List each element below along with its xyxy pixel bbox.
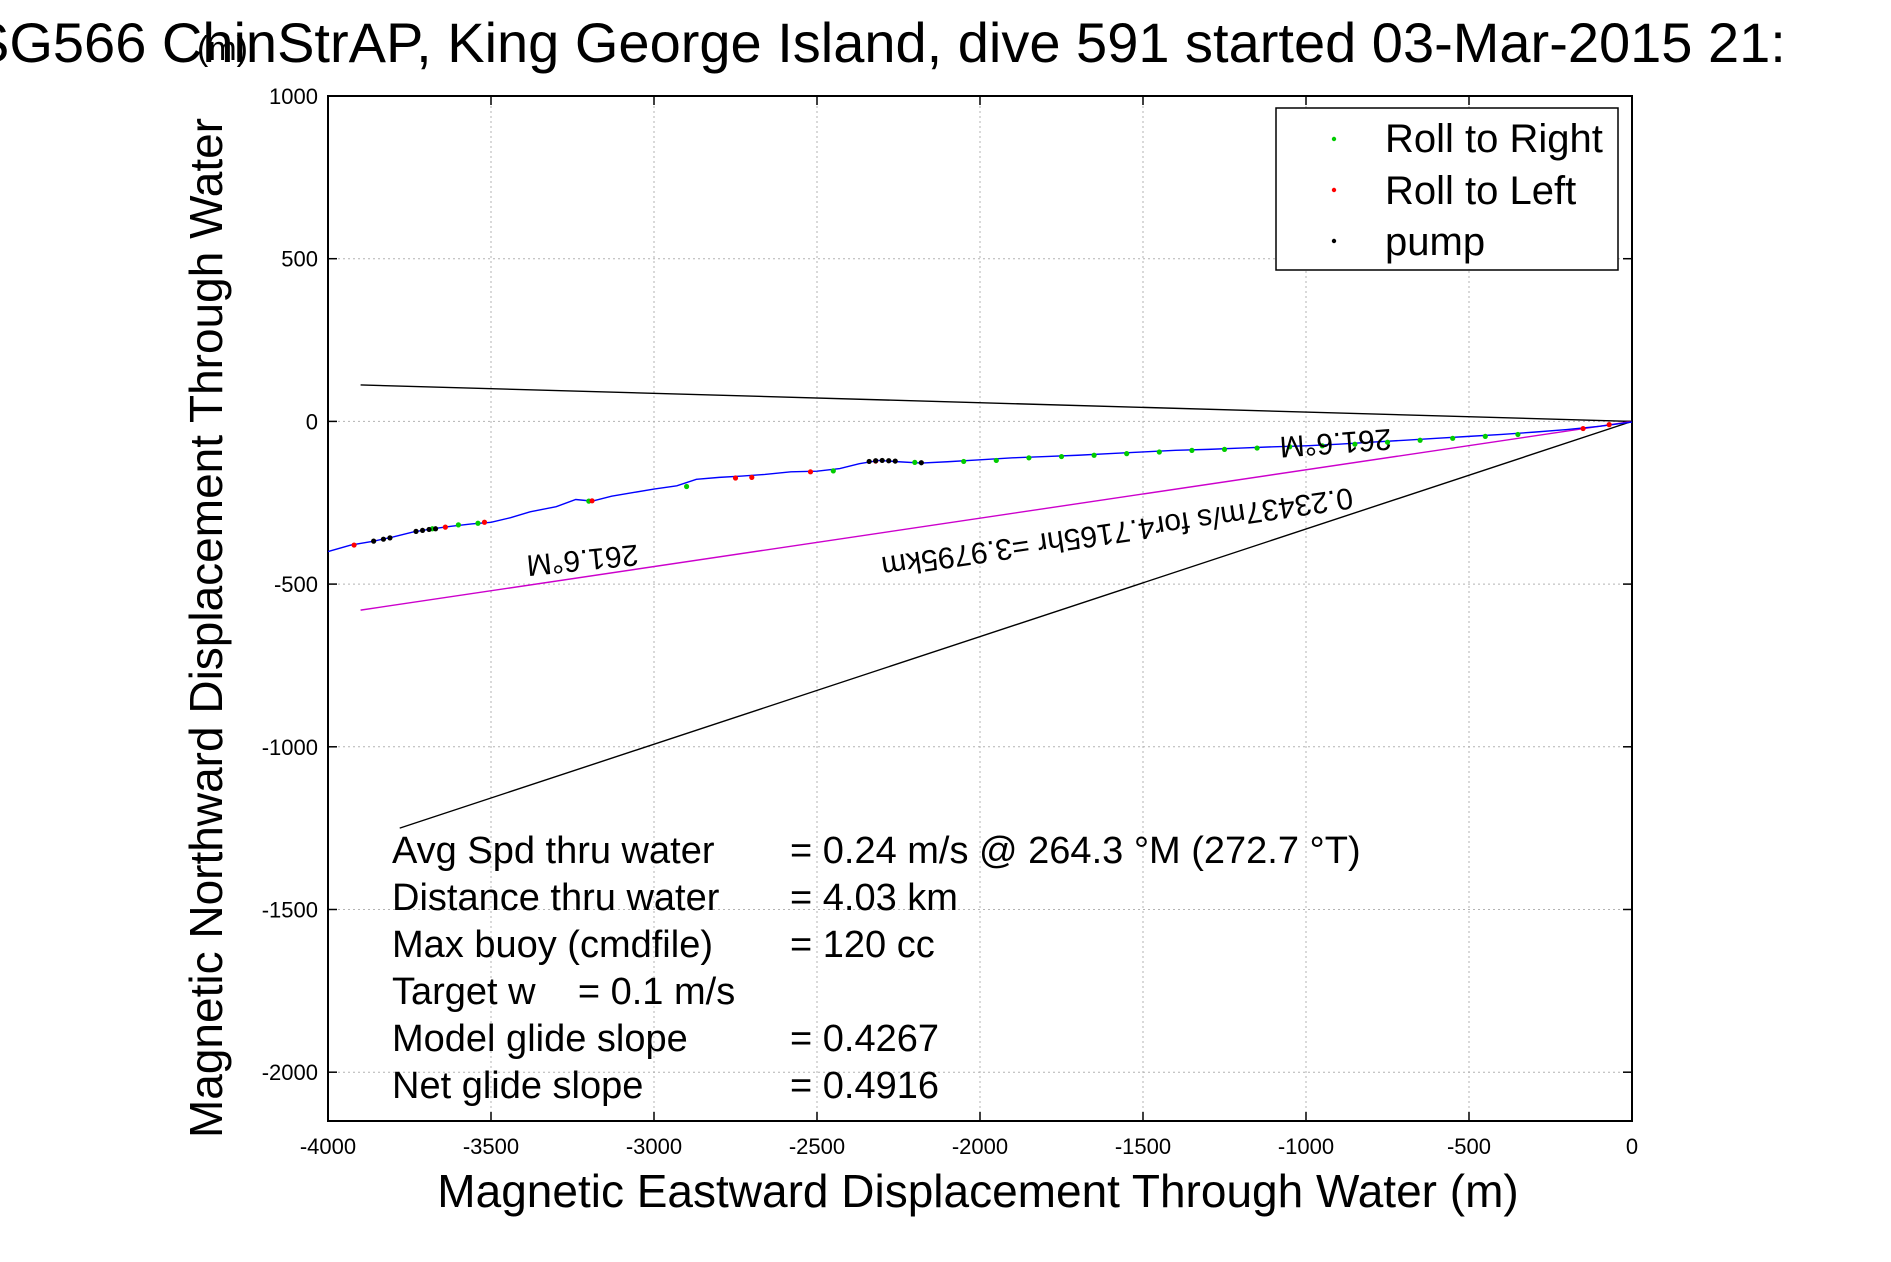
roll-to-right-point bbox=[912, 459, 918, 465]
roll-to-left-point bbox=[732, 475, 739, 481]
roll-to-right-point bbox=[475, 520, 481, 526]
axis-ticks bbox=[327, 95, 1633, 1121]
y-axis-label: Magnetic Northward Displacement Through … bbox=[180, 118, 232, 1138]
roll-to-right-point bbox=[1482, 433, 1488, 439]
stat-value-max-buoy: = 120 cc bbox=[790, 924, 935, 966]
pump-point bbox=[879, 457, 885, 464]
roll-to-right-point bbox=[1091, 452, 1097, 458]
pump-point bbox=[413, 528, 419, 534]
dive-track bbox=[327, 421, 1633, 553]
reference-line bbox=[360, 420, 1633, 611]
y-tick-label: -2000 bbox=[262, 1060, 318, 1085]
y-tick-label: -500 bbox=[274, 572, 318, 597]
legend-marker-roll-to-left bbox=[1331, 187, 1337, 193]
legend: Roll to Right Roll to Left pump bbox=[1275, 107, 1619, 271]
roll-and-pump-markers bbox=[351, 422, 1612, 548]
y-tick-label: 500 bbox=[281, 247, 318, 272]
roll-to-left-point bbox=[351, 542, 357, 548]
dive-stats: Avg Spd thru water = 0.24 m/s @ 264.3 °M… bbox=[392, 830, 1361, 1107]
stat-value-avg-speed: = 0.24 m/s @ 264.3 °M (272.7 °T) bbox=[790, 830, 1361, 872]
x-tick-label: -3500 bbox=[463, 1134, 519, 1159]
x-tick-label: -3000 bbox=[626, 1134, 682, 1159]
y-tick-label: 1000 bbox=[269, 84, 318, 109]
chart-title: SG566 ChinStrAP, King George Island, div… bbox=[0, 11, 1786, 74]
roll-to-right-point bbox=[1287, 444, 1293, 450]
stat-value-distance: = 4.03 km bbox=[790, 877, 958, 919]
x-tick-label: -4000 bbox=[300, 1134, 356, 1159]
roll-to-left-point bbox=[1606, 422, 1612, 428]
roll-to-left-point bbox=[1580, 425, 1586, 432]
roll-to-right-point bbox=[1384, 439, 1391, 445]
roll-to-right-point bbox=[1221, 446, 1228, 452]
stat-label-avg-speed: Avg Spd thru water bbox=[392, 830, 715, 872]
roll-to-left-point bbox=[749, 474, 755, 480]
pump-point bbox=[371, 538, 377, 544]
x-tick-label: -1000 bbox=[1278, 1134, 1334, 1159]
y-tick-label: -1500 bbox=[262, 897, 318, 922]
roll-to-right-point bbox=[455, 522, 461, 528]
reference-lines bbox=[360, 384, 1633, 829]
chart-title-marker: (m) bbox=[197, 30, 248, 68]
roll-to-right-point bbox=[1156, 449, 1162, 455]
legend-label-roll-to-right: Roll to Right bbox=[1385, 117, 1603, 161]
pump-point bbox=[380, 536, 387, 542]
roll-to-right-point bbox=[1450, 435, 1456, 441]
legend-marker-pump bbox=[1331, 238, 1337, 244]
legend-marker-roll-to-right bbox=[1331, 136, 1337, 142]
avg-heading-line bbox=[399, 420, 1633, 829]
x-tick-label: -2500 bbox=[789, 1134, 845, 1159]
x-tick-label: -500 bbox=[1447, 1134, 1491, 1159]
x-tick-label: 0 bbox=[1626, 1134, 1638, 1159]
roll-to-right-point bbox=[1515, 431, 1521, 438]
roll-to-right-point bbox=[1026, 455, 1032, 461]
stat-label-net-glide-slope: Net glide slope bbox=[392, 1065, 643, 1107]
pump-point bbox=[892, 458, 898, 464]
roll-to-right-point bbox=[1352, 441, 1358, 447]
roll-to-left-point bbox=[589, 498, 595, 504]
roll-to-right-point bbox=[830, 468, 836, 474]
roll-to-left-point bbox=[481, 519, 488, 525]
stat-label-distance: Distance thru water bbox=[392, 877, 720, 919]
roll-to-right-point bbox=[684, 483, 690, 490]
reference-line bbox=[360, 384, 1633, 423]
stat-value-net-glide-slope: = 0.4916 bbox=[790, 1065, 939, 1107]
pump-point bbox=[419, 527, 426, 534]
roll-to-right-point bbox=[1124, 451, 1130, 457]
roll-to-left-point bbox=[807, 469, 814, 475]
pump-point bbox=[432, 526, 439, 532]
x-tick-label: -2000 bbox=[952, 1134, 1008, 1159]
annotation-label: 261.6°M bbox=[1278, 422, 1392, 463]
legend-label-roll-to-left: Roll to Left bbox=[1385, 169, 1576, 213]
stat-label-model-glide-slope: Model glide slope bbox=[392, 1018, 688, 1060]
roll-to-right-point bbox=[1319, 443, 1325, 449]
y-tick-label: 0 bbox=[306, 409, 318, 434]
x-axis-label: Magnetic Eastward Displacement Through W… bbox=[437, 1165, 1518, 1217]
x-tick-label: -1500 bbox=[1115, 1134, 1171, 1159]
pump-point bbox=[387, 535, 393, 541]
roll-to-right-point bbox=[1254, 445, 1260, 451]
legend-label-pump: pump bbox=[1385, 220, 1485, 264]
roll-to-right-point bbox=[1417, 437, 1423, 443]
pump-point bbox=[426, 526, 432, 533]
x-tick-labels: -4000 -3500 -3000 -2500 -2000 -1500 -1000 -500 0 bbox=[300, 1134, 1638, 1159]
roll-to-right-point bbox=[1058, 453, 1065, 460]
y-tick-labels: 1000 500 0 -500 -1000 -1500 -2000 bbox=[262, 84, 318, 1085]
track-line bbox=[327, 421, 1633, 553]
pump-point bbox=[873, 458, 879, 464]
stat-value-model-glide-slope: = 0.4267 bbox=[790, 1018, 939, 1060]
roll-to-left-point bbox=[442, 524, 448, 530]
pump-point bbox=[866, 458, 872, 465]
stat-label-max-buoy: Max buoy (cmdfile) bbox=[392, 924, 713, 966]
roll-to-right-point bbox=[1189, 447, 1195, 453]
pump-point bbox=[918, 460, 924, 466]
stat-label-target-w: Target w = 0.1 m/s bbox=[392, 971, 735, 1013]
roll-to-right-point bbox=[993, 457, 999, 464]
y-tick-label: -1000 bbox=[262, 735, 318, 760]
pump-point bbox=[886, 458, 892, 464]
roll-to-right-point bbox=[961, 458, 967, 465]
